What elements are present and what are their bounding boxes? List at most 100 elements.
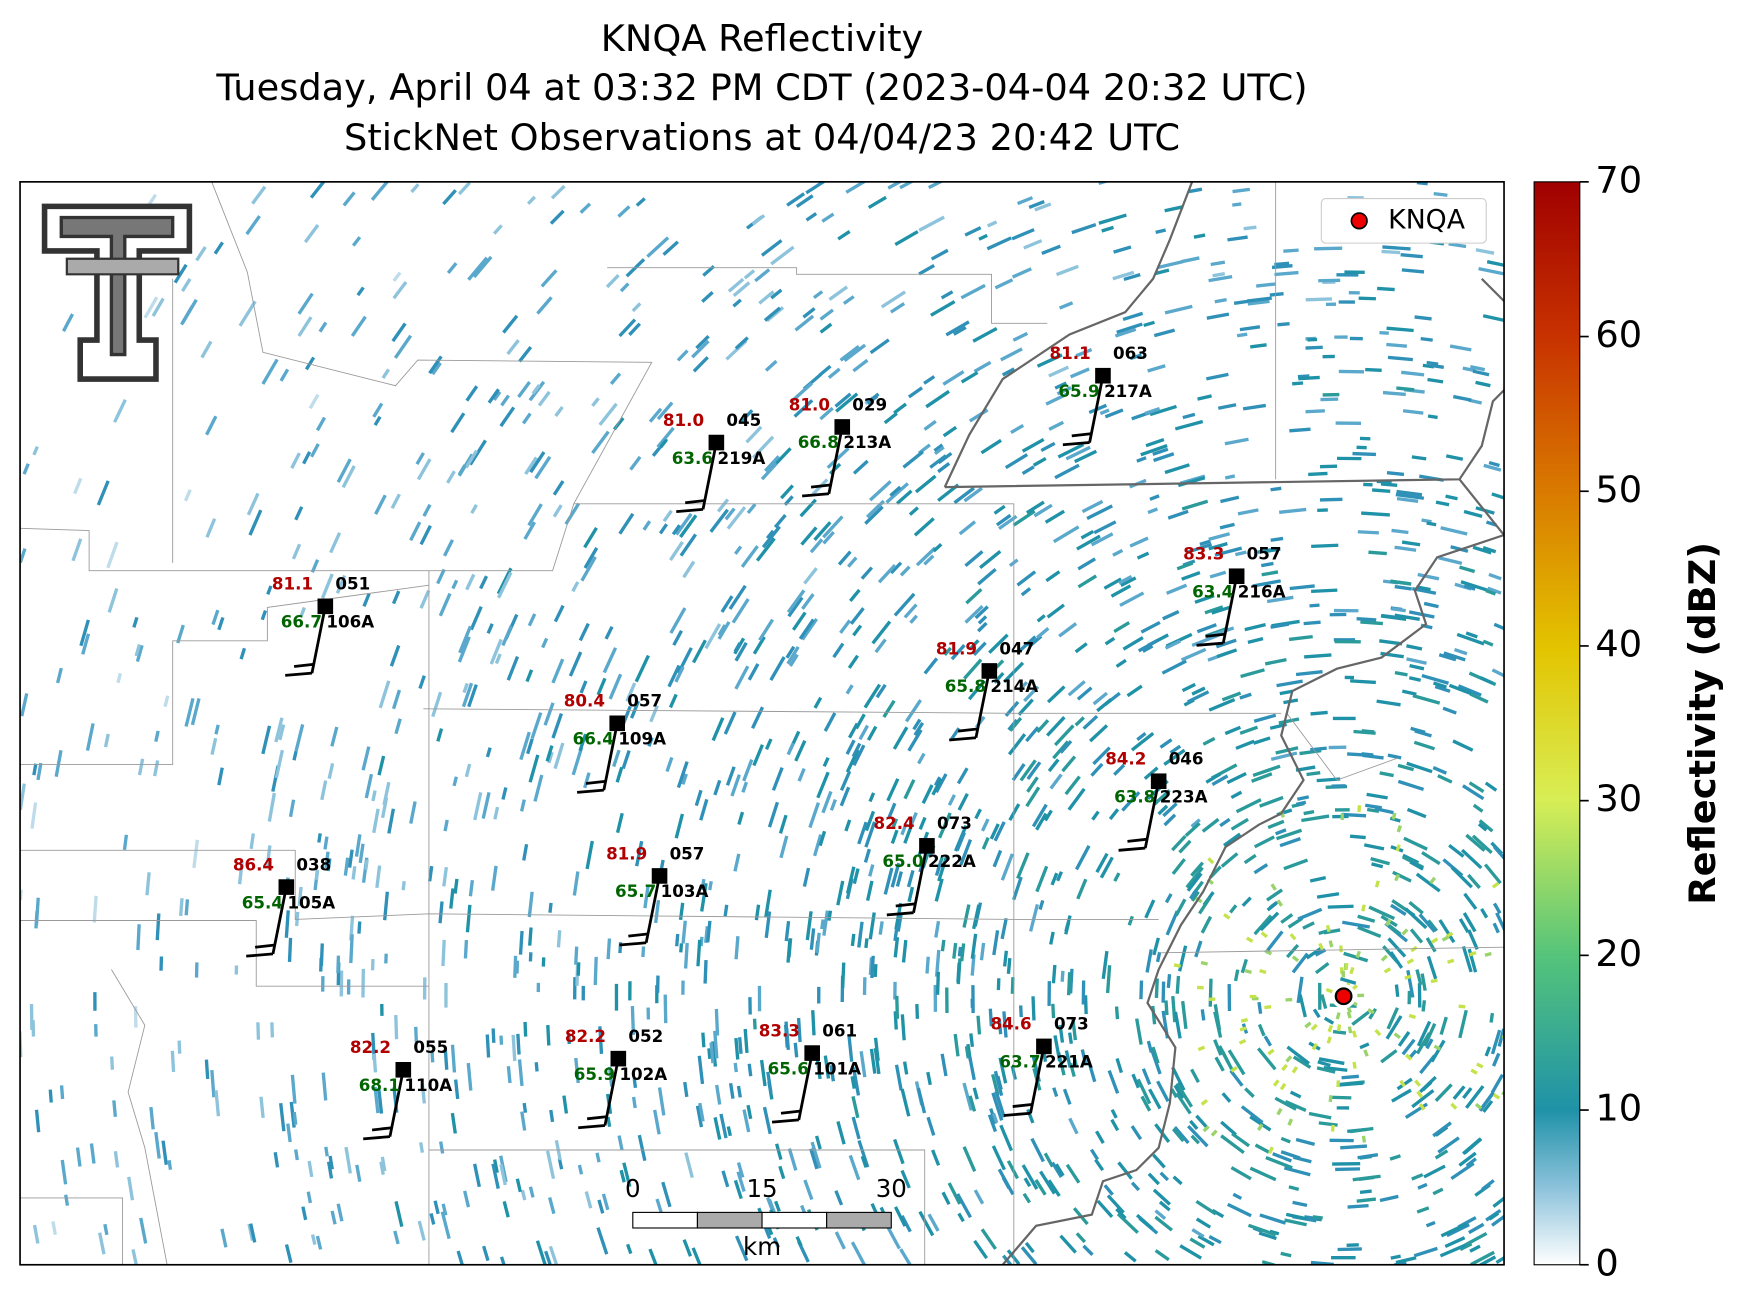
echo (214, 724, 220, 735)
echo (618, 512, 635, 535)
echo (1276, 899, 1284, 907)
echo (732, 281, 751, 297)
echo (418, 675, 426, 690)
echo (1143, 766, 1159, 780)
echo (1439, 1243, 1468, 1258)
temperature: 81.1 (1049, 343, 1090, 363)
echo (409, 801, 417, 824)
echo (1416, 181, 1428, 186)
echo (834, 1190, 844, 1206)
echo (1074, 845, 1091, 871)
echo (502, 314, 519, 334)
wind-barb-flag (293, 662, 315, 668)
echo (1245, 936, 1254, 943)
wind-barb-flag (802, 492, 830, 498)
echo (863, 683, 882, 709)
echo (947, 794, 956, 806)
echo (1274, 1096, 1297, 1111)
echo (886, 802, 897, 820)
station-code: 073 (937, 813, 972, 833)
legend-label: KNQA (1388, 204, 1466, 235)
echo (1438, 556, 1463, 566)
echo (1259, 968, 1267, 975)
echo (745, 425, 763, 444)
echo (107, 588, 119, 613)
echo (1492, 902, 1502, 915)
dewpoint: 65.8 (945, 676, 986, 696)
echo (1039, 1170, 1056, 1195)
echo (772, 1237, 781, 1249)
echo (1101, 950, 1109, 980)
echo (1359, 1042, 1370, 1050)
echo (1420, 336, 1433, 342)
echo (457, 464, 467, 476)
dewpoint: 65.6 (768, 1058, 809, 1078)
echo (758, 290, 775, 305)
echo (34, 897, 40, 926)
station-marker (1150, 773, 1167, 790)
echo (1444, 1236, 1466, 1249)
echo (562, 1095, 569, 1114)
wind-barb (271, 886, 288, 955)
echo (1465, 1085, 1485, 1109)
echo (1171, 858, 1186, 875)
echo (389, 644, 401, 667)
echo (711, 1041, 717, 1063)
echo (149, 1106, 155, 1130)
echo (669, 607, 687, 634)
echo (752, 635, 766, 655)
echo (351, 866, 357, 880)
echo (1417, 1182, 1428, 1190)
echo (733, 1062, 738, 1073)
echo (1414, 1079, 1422, 1087)
echo (1408, 676, 1422, 682)
echo (1279, 689, 1293, 696)
echo (595, 1152, 601, 1163)
echo (1319, 497, 1343, 502)
echo (1155, 228, 1167, 235)
echo (1151, 1046, 1160, 1064)
echo (1470, 364, 1486, 372)
echo (1200, 1098, 1209, 1106)
echo (520, 1189, 527, 1201)
echo (926, 1071, 932, 1086)
echo (1432, 681, 1447, 689)
echo (1472, 369, 1490, 377)
echo (734, 1037, 740, 1060)
echo (541, 637, 549, 649)
echo (796, 1017, 802, 1043)
echo (691, 339, 710, 359)
echo (1295, 800, 1307, 807)
echo (1180, 256, 1200, 264)
echo (1240, 1105, 1264, 1124)
echo (885, 482, 909, 504)
echo (1223, 832, 1242, 847)
echo (637, 1134, 647, 1162)
echo (822, 910, 830, 936)
echo (1056, 386, 1072, 396)
echo (528, 754, 540, 783)
echo (324, 1146, 329, 1157)
echo (1174, 419, 1204, 431)
echo (463, 939, 469, 959)
echo (721, 1170, 730, 1188)
echo (511, 1034, 517, 1062)
echo (1121, 791, 1141, 812)
echo (1025, 500, 1045, 515)
echo (1401, 1038, 1416, 1056)
echo (977, 615, 988, 625)
echo (1240, 668, 1265, 679)
echo (823, 712, 837, 732)
echo (1301, 814, 1330, 823)
echo (893, 926, 899, 942)
echo (30, 802, 38, 829)
echo (1411, 1173, 1424, 1181)
echo (261, 358, 279, 385)
echo (801, 618, 819, 641)
echo (364, 773, 374, 799)
echo (347, 849, 354, 868)
